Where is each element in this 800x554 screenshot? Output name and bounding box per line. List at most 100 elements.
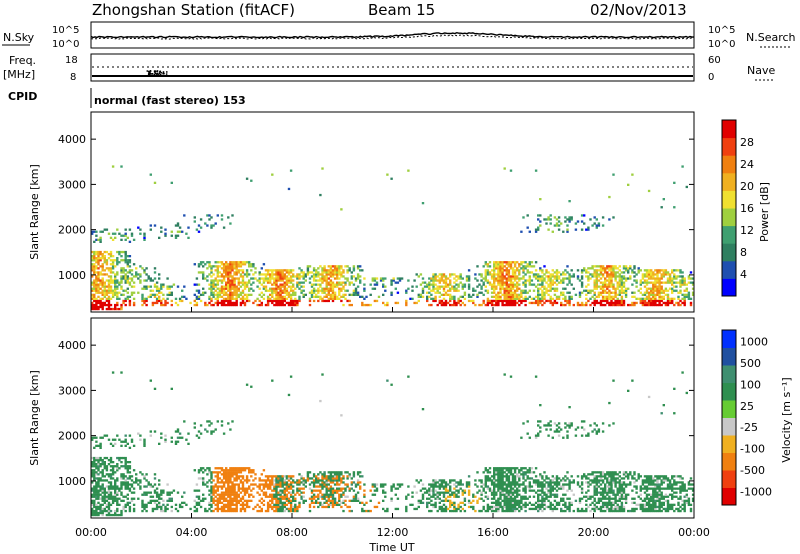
power-cell bbox=[518, 299, 521, 303]
velocity-cell bbox=[105, 495, 109, 498]
power-cell bbox=[143, 299, 146, 303]
velocity-cell bbox=[346, 483, 349, 486]
power-cell bbox=[654, 273, 657, 276]
velocity-cell bbox=[432, 503, 435, 506]
velocity-cell bbox=[174, 440, 178, 443]
power-cell bbox=[340, 281, 343, 284]
power-cell bbox=[336, 285, 339, 288]
power-cell bbox=[99, 240, 102, 243]
power-cell bbox=[673, 181, 676, 184]
power-cell bbox=[174, 224, 178, 227]
velocity-cell bbox=[413, 485, 416, 488]
power-cell bbox=[685, 283, 688, 286]
velocity-cell bbox=[279, 493, 282, 496]
power-cell bbox=[650, 277, 653, 280]
power-cell bbox=[654, 289, 657, 292]
power-cell bbox=[555, 301, 559, 305]
velocity-cell bbox=[128, 507, 132, 511]
power-cell bbox=[206, 224, 209, 227]
power-cell bbox=[683, 297, 686, 300]
power-cell bbox=[658, 301, 661, 305]
velocity-cell bbox=[444, 489, 448, 492]
power-cell bbox=[329, 297, 333, 300]
power-cell bbox=[231, 281, 234, 284]
power-cell bbox=[122, 289, 125, 292]
power-cell bbox=[486, 301, 490, 305]
power-cell bbox=[260, 283, 263, 286]
power-cell bbox=[145, 279, 148, 282]
colorbar-swatch bbox=[722, 208, 736, 227]
power-cell bbox=[377, 295, 381, 298]
velocity-cell bbox=[442, 495, 446, 498]
velocity-cell bbox=[160, 436, 163, 439]
power-cell bbox=[120, 307, 123, 311]
power-cell bbox=[208, 287, 211, 290]
velocity-cell bbox=[107, 495, 111, 498]
power-cell bbox=[511, 281, 515, 284]
velocity-cell bbox=[239, 481, 243, 484]
power-cell bbox=[652, 301, 655, 305]
velocity-cell bbox=[430, 509, 433, 513]
power-cell bbox=[114, 232, 117, 235]
power-cell bbox=[488, 261, 492, 264]
power-cell bbox=[593, 275, 596, 278]
power-cell bbox=[162, 283, 165, 286]
velocity-cell bbox=[271, 499, 274, 502]
power-cell bbox=[679, 275, 682, 278]
power-cell bbox=[507, 297, 511, 300]
power-cell bbox=[325, 289, 328, 292]
power-cell bbox=[218, 265, 222, 268]
power-cell bbox=[114, 273, 117, 276]
power-cell bbox=[499, 271, 502, 274]
power-cell bbox=[181, 289, 184, 292]
velocity-cell bbox=[208, 469, 211, 472]
velocity-cell bbox=[281, 485, 284, 488]
power-cell bbox=[135, 275, 138, 278]
velocity-cell bbox=[105, 469, 109, 472]
velocity-cell bbox=[302, 499, 305, 502]
power-cell bbox=[505, 293, 508, 296]
power-cell bbox=[116, 250, 119, 254]
power-cell bbox=[677, 295, 680, 298]
power-cell bbox=[258, 287, 261, 290]
power-cell bbox=[99, 291, 102, 294]
velocity-cell bbox=[294, 507, 297, 511]
velocity-cell bbox=[321, 505, 324, 509]
power-cell bbox=[656, 275, 659, 278]
power-cell bbox=[218, 261, 222, 264]
power-cell bbox=[599, 267, 603, 270]
power-cell bbox=[241, 275, 245, 278]
velocity-cell bbox=[143, 438, 146, 441]
power-cell bbox=[319, 265, 322, 268]
velocity-cell bbox=[147, 501, 150, 504]
velocity-cell bbox=[497, 501, 500, 504]
power-cell bbox=[656, 287, 659, 290]
velocity-cell bbox=[338, 471, 341, 474]
power-cell bbox=[677, 301, 680, 305]
power-cell bbox=[292, 285, 295, 288]
power-cell bbox=[499, 277, 502, 280]
power-cell bbox=[237, 261, 240, 264]
velocity-cell bbox=[120, 483, 123, 486]
power-cell bbox=[541, 297, 544, 300]
velocity-cell bbox=[269, 503, 272, 506]
velocity-cell bbox=[434, 505, 437, 509]
power-cell bbox=[691, 283, 695, 286]
velocity-cell bbox=[273, 509, 276, 513]
velocity-cell bbox=[214, 428, 217, 431]
power-cell bbox=[281, 279, 284, 282]
velocity-cell bbox=[283, 509, 286, 513]
power-cell bbox=[488, 301, 492, 305]
power-cell bbox=[195, 289, 199, 292]
velocity-cell bbox=[97, 495, 100, 498]
velocity-cell bbox=[486, 477, 490, 480]
power-cell bbox=[321, 275, 324, 278]
power-cell bbox=[555, 287, 559, 290]
velocity-cell bbox=[206, 420, 209, 423]
power-cell bbox=[149, 295, 152, 298]
velocity-cell bbox=[428, 509, 431, 513]
velocity-cell bbox=[317, 479, 320, 482]
power-cell bbox=[614, 271, 617, 274]
power-cell bbox=[178, 299, 182, 303]
power-cell bbox=[124, 289, 127, 292]
